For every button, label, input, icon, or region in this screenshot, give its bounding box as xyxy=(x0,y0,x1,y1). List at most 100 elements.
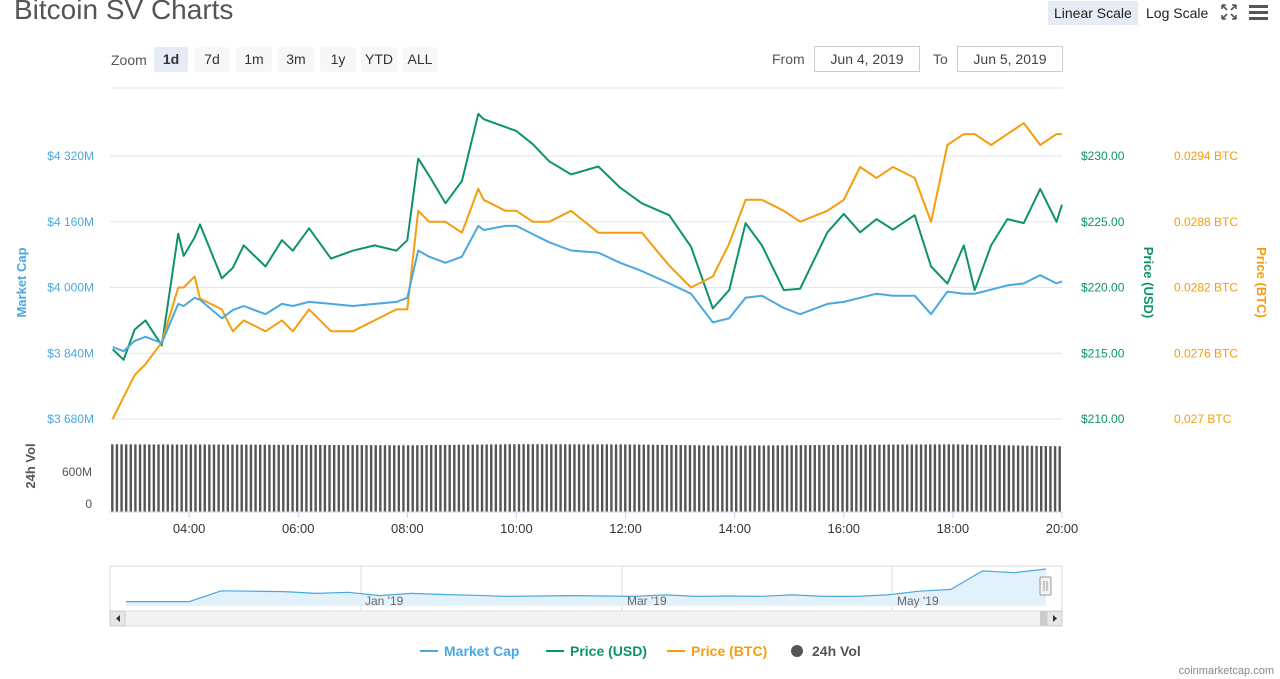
volume-bar xyxy=(868,444,873,513)
page-title: Bitcoin SV Charts xyxy=(14,0,234,25)
zoom-7d-button[interactable]: 7d xyxy=(195,47,229,72)
volume-bar xyxy=(267,444,272,513)
volume-bar xyxy=(1057,445,1062,513)
volume-bar xyxy=(923,443,928,513)
volume-bar xyxy=(410,444,415,513)
to-date-input[interactable]: Jun 5, 2019 xyxy=(957,46,1063,72)
volume-bar xyxy=(877,444,882,513)
legend-item-market-cap[interactable]: Market Cap xyxy=(420,643,519,659)
volume-bar xyxy=(226,443,230,513)
scrollbar-thumb[interactable] xyxy=(1040,611,1048,626)
volume-bar xyxy=(221,443,226,513)
log-scale-button[interactable]: Log Scale xyxy=(1146,5,1209,21)
volume-bar xyxy=(128,443,133,513)
zoom-1y-button[interactable]: 1y xyxy=(320,47,356,72)
volume-bar xyxy=(165,443,170,513)
volume-bar xyxy=(623,443,628,513)
volume-bar xyxy=(757,444,762,513)
volume-bar xyxy=(849,444,854,513)
volume-bar xyxy=(558,443,563,513)
x-tick-label: 06:00 xyxy=(282,521,315,536)
volume-bar xyxy=(152,443,156,513)
zoom-3m-button[interactable]: 3m xyxy=(278,47,314,72)
volume-bar xyxy=(988,444,993,513)
volume-bar xyxy=(886,444,891,513)
volume-bar xyxy=(762,444,766,513)
x-tick-label: 20:00 xyxy=(1046,521,1079,536)
volume-bar xyxy=(734,445,738,513)
volume-bar xyxy=(383,444,387,513)
volume-bar xyxy=(554,443,558,513)
volume-bar xyxy=(175,443,179,513)
zoom-label: Zoom xyxy=(111,52,147,68)
volume-bar xyxy=(1007,444,1011,513)
volume-bar xyxy=(526,443,531,513)
navigator-area xyxy=(126,569,1046,606)
volume-bar xyxy=(119,443,124,513)
volume-bar xyxy=(258,444,262,513)
legend-item-price-usd[interactable]: Price (USD) xyxy=(546,643,647,659)
volume-bar xyxy=(651,444,655,513)
legend-label: 24h Vol xyxy=(812,643,861,659)
volume-bar xyxy=(286,444,290,513)
scrollbar-track[interactable] xyxy=(109,610,1063,627)
volume-bar xyxy=(110,443,115,513)
volume-bars xyxy=(110,443,1062,513)
volume-bar xyxy=(341,444,346,513)
series-lines xyxy=(111,112,1063,420)
zoom-1m-button[interactable]: 1m xyxy=(236,47,272,72)
fullscreen-icon[interactable] xyxy=(1219,2,1239,27)
volume-bar xyxy=(780,444,785,513)
volume-bar xyxy=(803,444,808,513)
volume-bar xyxy=(683,444,688,513)
volume-bar xyxy=(212,443,216,513)
volume-bar xyxy=(1048,445,1053,513)
volume-bar xyxy=(577,443,581,513)
zoom-ytd-button[interactable]: YTD xyxy=(361,47,397,72)
volume-bar xyxy=(1016,444,1020,513)
volume-bar xyxy=(600,443,604,513)
zoom-1d-button[interactable]: 1d xyxy=(154,47,188,72)
volume-bar xyxy=(434,444,438,513)
volume-bar xyxy=(697,444,702,513)
volume-bar xyxy=(360,444,364,513)
volume-bar xyxy=(581,443,586,513)
volume-bar xyxy=(457,444,461,513)
series-line-market-cap xyxy=(112,224,1063,353)
volume-bar xyxy=(304,444,309,513)
zoom-all-button[interactable]: ALL xyxy=(403,47,437,72)
volume-bar xyxy=(443,444,447,513)
volume-bar xyxy=(549,443,554,513)
time-axis: 04:00 06:00 08:00 10:00 12:00 14:00 16:00 18:00… xyxy=(110,511,1079,536)
volume-bar xyxy=(604,443,609,513)
axis-tick-label: $230.00 xyxy=(1081,149,1125,163)
volume-bar xyxy=(632,443,637,513)
volume-bar xyxy=(1034,445,1039,513)
volume-bar xyxy=(156,443,161,513)
volume-bar xyxy=(831,444,836,513)
volume-bar xyxy=(323,444,327,513)
legend-item-24h-vol[interactable]: 24h Vol xyxy=(791,643,861,659)
volume-bar xyxy=(295,444,299,513)
volume-bar xyxy=(956,443,960,513)
volume-bar xyxy=(415,444,420,513)
legend-label: Market Cap xyxy=(444,643,519,659)
volume-bar xyxy=(290,444,295,513)
volume-bar xyxy=(1030,445,1034,513)
volume-bar xyxy=(729,444,734,513)
navigator-handle[interactable] xyxy=(1039,576,1052,596)
volume-bar xyxy=(669,444,674,513)
volume-bar xyxy=(517,443,521,513)
legend-item-price-btc[interactable]: Price (BTC) xyxy=(667,643,767,659)
linear-scale-button[interactable]: Linear Scale xyxy=(1048,1,1138,25)
axis-tick-label: 0.0294 BTC xyxy=(1174,149,1238,163)
axis-tick-label: 0.0276 BTC xyxy=(1174,346,1238,360)
volume-bar xyxy=(299,444,304,513)
from-date-input[interactable]: Jun 4, 2019 xyxy=(814,46,920,72)
menu-icon[interactable] xyxy=(1248,2,1270,27)
volume-bar xyxy=(263,444,267,513)
volume-bar xyxy=(900,443,905,513)
volume-bar xyxy=(475,443,480,513)
volume-bar xyxy=(355,444,360,513)
volume-bar xyxy=(665,444,669,513)
